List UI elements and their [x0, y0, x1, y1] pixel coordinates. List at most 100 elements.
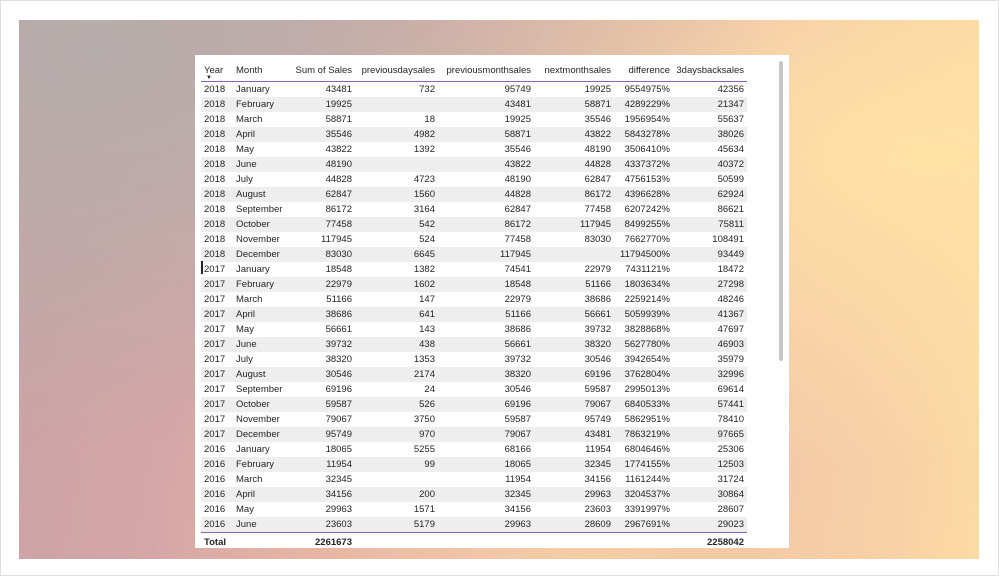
- cell-month: March: [236, 474, 263, 485]
- table-row[interactable]: 2016 March 32345 11954 34156 1161244% 31724: [201, 472, 747, 487]
- cell-previousmonthsales: 35546: [504, 144, 531, 155]
- table-row[interactable]: 2018 July 44828 4723 48190 62847 4756153% 50599: [201, 172, 747, 187]
- cell-difference: 9554975%: [624, 84, 670, 95]
- cell-sum-of-sales: 86172: [325, 204, 352, 215]
- cell-nextmonthsales: 29963: [534, 487, 614, 502]
- cell-difference: 4756153%: [624, 174, 670, 185]
- table-row[interactable]: 2017 March 51166 147 22979 38686 2259214% 48246: [201, 292, 747, 307]
- table-row[interactable]: 2017 September 69196 24 30546 59587 2995013% 69…: [201, 382, 747, 397]
- column-header-previousdaysales[interactable]: previousdaysales: [355, 59, 438, 82]
- table-row[interactable]: 2017 February 22979 1602 18548 51166 1803634% 2…: [201, 277, 747, 292]
- cell-difference: 5627780%: [614, 337, 673, 352]
- table-row[interactable]: 2017 August 30546 2174 38320 69196 3762804% 329…: [201, 367, 747, 382]
- cell-sum-of-sales: 59587: [285, 397, 355, 412]
- cell-sum-of-sales: 19925: [285, 97, 355, 112]
- table-row[interactable]: 2018 October 77458 542 86172 117945 8499255% 75…: [201, 217, 747, 232]
- cell-difference: 6840533%: [614, 397, 673, 412]
- table-row[interactable]: 2016 January 18065 5255 68166 11954 6804646% 25…: [201, 442, 747, 457]
- vertical-scrollbar[interactable]: [779, 61, 783, 361]
- cell-previousmonthsales: 117945: [438, 247, 534, 262]
- table-row[interactable]: 2016 June 23603 5179 29963 28609 2967691% 29023: [201, 517, 747, 533]
- cell-sum-of-sales: 48190: [285, 157, 355, 172]
- column-header-3daysbacksales[interactable]: 3daysbacksales: [673, 59, 747, 82]
- cell-3daysbacksales: 28607: [717, 504, 744, 515]
- table-row[interactable]: 2018 May 43822 1392 35546 48190 3506410% 45634: [201, 142, 747, 157]
- cell-sum-of-sales: 18065: [325, 444, 352, 455]
- cell-month: July: [236, 174, 253, 185]
- cell-nextmonthsales: 83030: [584, 234, 611, 245]
- cell-3daysbacksales: 78410: [717, 414, 744, 425]
- cell-3daysbacksales: 12503: [673, 457, 747, 472]
- table-row[interactable]: 2017 May 56661 143 38686 39732 3828868% 47697: [201, 322, 747, 337]
- cell-month: February: [233, 277, 285, 292]
- cell-difference: 4396628%: [614, 187, 673, 202]
- table-row[interactable]: 2018 June 48190 43822 44828 4337372% 40372: [201, 157, 747, 172]
- cell-year: 2018: [201, 127, 233, 142]
- cell-sum-of-sales: 29963: [325, 504, 352, 515]
- cell-3daysbacksales: 69614: [717, 384, 744, 395]
- cell-nextmonthsales: 62847: [584, 174, 611, 185]
- table-row[interactable]: 2018 March 58871 18 19925 35546 1956954% 55637: [201, 112, 747, 127]
- cell-sum-of-sales: 38320: [325, 354, 352, 365]
- cell-3daysbacksales: 32996: [673, 367, 747, 382]
- column-header-month[interactable]: Month: [233, 59, 285, 82]
- table-row[interactable]: 2016 February 11954 99 18065 32345 1774155% 125…: [201, 457, 747, 472]
- column-header-year[interactable]: Year ▼: [201, 59, 233, 82]
- cell-month: January: [236, 264, 270, 275]
- cell-nextmonthsales: 38686: [584, 294, 611, 305]
- table-row[interactable]: 2017 January 18548 1382 74541 22979 7431121% 18…: [201, 262, 747, 277]
- table-row[interactable]: 2017 October 59587 526 69196 79067 6840533% 574…: [201, 397, 747, 412]
- column-header-sum-of-sales[interactable]: Sum of Sales: [285, 59, 355, 82]
- cell-difference: 5843278%: [614, 127, 673, 142]
- cell-year: 2018: [204, 234, 226, 245]
- table-row[interactable]: 2017 December 95749 970 79067 43481 7863219% 97…: [201, 427, 747, 442]
- table-row[interactable]: 2018 August 62847 1560 44828 86172 4396628% 629…: [201, 187, 747, 202]
- cell-sum-of-sales: 43822: [325, 144, 352, 155]
- cell-difference: 1803634%: [614, 277, 673, 292]
- cell-previousdaysales: 143: [419, 324, 435, 335]
- column-header-previousmonthsales[interactable]: previousmonthsales: [438, 59, 534, 82]
- table-row[interactable]: 2017 June 39732 438 56661 38320 5627780% 46903: [201, 337, 747, 352]
- cell-previousdaysales: [355, 97, 438, 112]
- cell-previousdaysales: 24: [424, 384, 435, 395]
- cell-nextmonthsales: 59587: [584, 384, 611, 395]
- cell-nextmonthsales: 11954: [585, 444, 611, 455]
- cell-nextmonthsales: 23603: [584, 504, 611, 515]
- cell-previousdaysales: 1560: [355, 187, 438, 202]
- cell-3daysbacksales: 86621: [717, 204, 744, 215]
- total-cell: [355, 533, 438, 552]
- table-row[interactable]: 2018 November 117945 524 77458 83030 7662770% 1…: [201, 232, 747, 247]
- table-row[interactable]: 2017 November 79067 3750 59587 95749 5862951% 7…: [201, 412, 747, 427]
- column-header-difference[interactable]: difference: [614, 59, 673, 82]
- matrix-visual[interactable]: Year ▼ Month Sum of Sales previousdaysale…: [195, 55, 789, 548]
- cell-year: 2017: [201, 397, 233, 412]
- cell-year: 2018: [204, 144, 226, 155]
- cell-month: February: [233, 457, 285, 472]
- header-row: Year ▼ Month Sum of Sales previousdaysale…: [201, 59, 747, 82]
- cell-nextmonthsales: 86172: [534, 187, 614, 202]
- table-row[interactable]: 2018 December 83030 6645 117945 11794500% 9344…: [201, 247, 747, 262]
- cell-nextmonthsales: 117945: [534, 217, 614, 232]
- cell-previousmonthsales: 11954: [505, 474, 531, 485]
- table-row[interactable]: 2016 May 29963 1571 34156 23603 3391997% 28607: [201, 502, 747, 517]
- cell-year: 2018: [204, 114, 226, 125]
- table-row[interactable]: 2018 January 43481 732 95749 19925 9554975% 423…: [201, 82, 747, 98]
- cell-month: March: [236, 294, 263, 305]
- cell-nextmonthsales: 22979: [584, 264, 611, 275]
- cell-previousmonthsales: 86172: [438, 217, 534, 232]
- table-row[interactable]: 2016 April 34156 200 32345 29963 3204537% 30864: [201, 487, 747, 502]
- cell-3daysbacksales: 21347: [673, 97, 747, 112]
- column-header-nextmonthsales[interactable]: nextmonthsales: [534, 59, 614, 82]
- table-row[interactable]: 2018 September 86172 3164 62847 77458 6207242%…: [201, 202, 747, 217]
- table-row[interactable]: 2018 April 35546 4982 58871 43822 5843278% 3802…: [201, 127, 747, 142]
- table-row[interactable]: 2018 February 19925 43481 58871 4289229% 21347: [201, 97, 747, 112]
- cell-sum-of-sales: 69196: [325, 384, 352, 395]
- table-row[interactable]: 2017 July 38320 1353 39732 30546 3942654% 35979: [201, 352, 747, 367]
- cell-year: 2016: [201, 457, 233, 472]
- cell-sum-of-sales: 79067: [325, 414, 352, 425]
- cell-previousmonthsales: 59587: [504, 414, 531, 425]
- cell-previousdaysales: 147: [419, 294, 435, 305]
- cell-month: May: [236, 324, 254, 335]
- table-row[interactable]: 2017 April 38686 641 51166 56661 5059939% 41367: [201, 307, 747, 322]
- cell-previousdaysales: 18: [424, 114, 435, 125]
